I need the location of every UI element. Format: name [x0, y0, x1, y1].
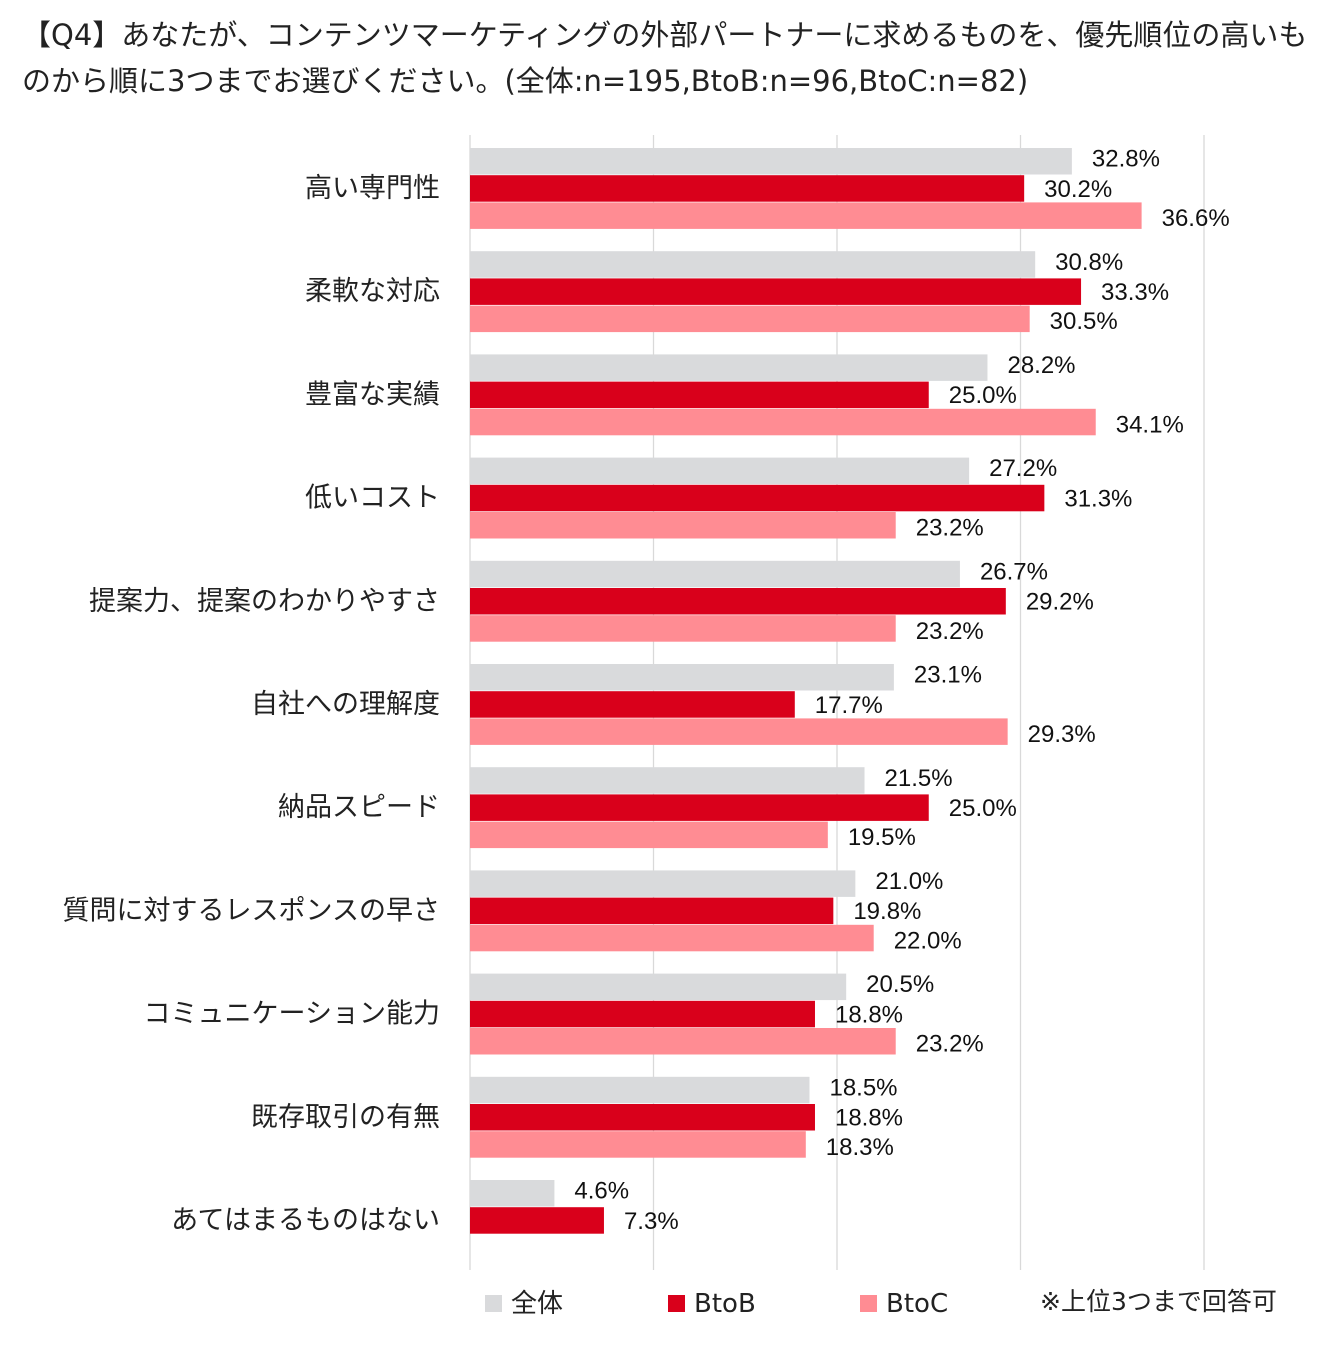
data-label: 19.8% [853, 898, 921, 925]
bar-全体-4 [470, 560, 960, 588]
bar-全体-9 [470, 1076, 810, 1104]
bar-BtoC-1 [470, 305, 1030, 333]
category-label: 柔軟な対応 [305, 276, 440, 307]
bar-全体-7 [470, 870, 856, 897]
bar-BtoB-9 [470, 1104, 815, 1131]
category-label: 納品スピード [278, 792, 440, 823]
bars [470, 148, 1142, 1234]
bar-BtoB-7 [470, 897, 834, 925]
data-label: 31.3% [1064, 485, 1132, 512]
category-label: 自社への理解度 [251, 689, 440, 720]
legend-swatch-全体 [485, 1295, 502, 1312]
data-label: 17.7% [815, 692, 883, 719]
bar-BtoC-6 [470, 821, 828, 849]
bar-BtoC-5 [470, 718, 1008, 745]
data-label: 32.8% [1092, 146, 1160, 173]
data-label: 7.3% [624, 1208, 679, 1235]
legend-swatch-BtoB [668, 1295, 685, 1312]
bar-BtoB-3 [470, 484, 1045, 512]
category-labels: 高い専門性柔軟な対応豊富な実績低いコスト提案力、提案のわかりやすさ自社への理解度… [63, 173, 440, 1236]
legend-label: BtoB [694, 1289, 756, 1319]
category-label: 低いコスト [305, 483, 440, 514]
legend-swatch-BtoC [860, 1295, 877, 1312]
bar-全体-1 [470, 251, 1036, 278]
bar-BtoC-9 [470, 1131, 806, 1158]
legend: 全体 BtoB BtoC [485, 1289, 948, 1319]
bar-全体-0 [470, 148, 1072, 175]
data-label: 25.0% [949, 795, 1017, 822]
data-label: 30.5% [1050, 308, 1118, 335]
category-label: 豊富な実績 [305, 379, 440, 410]
bar-BtoB-5 [470, 691, 795, 718]
data-label: 28.2% [1007, 352, 1075, 379]
data-label: 18.5% [829, 1074, 897, 1101]
data-label: 30.2% [1044, 176, 1112, 203]
legend-label: 全体 [511, 1289, 563, 1319]
data-label: 18.3% [826, 1134, 894, 1161]
bar-BtoB-4 [470, 588, 1006, 615]
category-label: 質問に対するレスポンスの早さ [63, 895, 440, 926]
bar-BtoB-8 [470, 1000, 815, 1028]
legend-label: BtoC [886, 1289, 948, 1319]
data-label: 23.1% [914, 662, 982, 689]
data-label: 4.6% [574, 1178, 629, 1205]
bar-BtoB-2 [470, 381, 929, 409]
bar-全体-2 [470, 354, 988, 381]
bar-全体-5 [470, 664, 894, 691]
data-label: 18.8% [835, 1105, 903, 1132]
data-label: 18.8% [835, 1001, 903, 1028]
data-label: 21.0% [875, 868, 943, 895]
bar-BtoC-3 [470, 512, 896, 539]
data-label: 23.2% [916, 515, 984, 542]
data-labels: 32.8% 30.2% 36.6% 30.8% 33.3%30.5% 28.2% 25.0%… [574, 146, 1229, 1235]
bar-全体-10 [470, 1180, 555, 1207]
chart-title: 【Q4】あなたが、コンテンツマーケティングの外部パートナーに求めるものを、優先順… [22, 18, 1308, 98]
data-label: 20.5% [866, 971, 934, 998]
category-label: コミュニケーション能力 [144, 999, 440, 1030]
data-label: 21.5% [885, 765, 953, 792]
data-label: 23.2% [916, 618, 984, 645]
data-label: 22.0% [894, 927, 962, 954]
data-label: 27.2% [989, 455, 1057, 482]
data-label: 23.2% [916, 1031, 984, 1058]
bar-BtoB-10 [470, 1207, 604, 1234]
data-label: 26.7% [980, 558, 1048, 585]
bar-全体-8 [470, 973, 847, 1001]
data-label: 36.6% [1162, 205, 1230, 232]
bar-BtoB-0 [470, 175, 1025, 202]
data-label: 30.8% [1055, 249, 1123, 276]
data-label: 34.1% [1116, 411, 1184, 438]
data-label: 29.3% [1028, 721, 1096, 748]
category-label: 高い専門性 [305, 173, 440, 204]
category-label: あてはまるものはない [171, 1205, 440, 1236]
bar-BtoB-6 [470, 794, 929, 821]
bar-BtoC-0 [470, 202, 1142, 229]
data-label: 25.0% [949, 382, 1017, 409]
bar-BtoB-1 [470, 278, 1082, 305]
bar-全体-3 [470, 457, 970, 485]
bar-全体-6 [470, 767, 865, 794]
data-label: 19.5% [848, 824, 916, 851]
data-label: 33.3% [1101, 279, 1169, 306]
category-label: 提案力、提案のわかりやすさ [89, 586, 440, 617]
footnote: ※上位3つまで回答可 [1040, 1287, 1277, 1316]
category-label: 既存取引の有無 [251, 1102, 440, 1133]
data-label: 29.2% [1026, 589, 1094, 616]
bar-BtoC-7 [470, 924, 874, 952]
bar-BtoC-2 [470, 408, 1096, 436]
bar-BtoC-8 [470, 1028, 896, 1055]
bar-BtoC-4 [470, 615, 896, 642]
